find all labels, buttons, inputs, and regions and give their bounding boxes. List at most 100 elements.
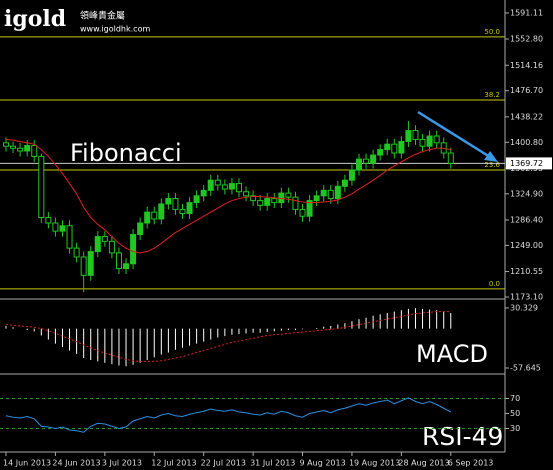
candle-body	[257, 200, 264, 206]
candle-body	[24, 145, 31, 152]
y-tick-label: 1324.90	[510, 189, 543, 198]
y-tick-label: 1476.70	[510, 86, 543, 95]
candle-body	[426, 135, 433, 147]
candle-body	[137, 222, 144, 236]
rsi-line	[5, 397, 452, 433]
candle-body	[348, 169, 355, 181]
candle-body	[66, 225, 73, 249]
candle-body	[193, 195, 200, 204]
candle-body	[144, 211, 151, 224]
candle-body	[292, 196, 299, 210]
y-tick-label: 1552.80	[510, 35, 543, 44]
candle-body	[447, 152, 454, 164]
candle-body	[158, 203, 165, 220]
candle-body	[214, 179, 221, 186]
fib-label: 23.6	[484, 161, 500, 169]
candle-body	[80, 256, 87, 276]
annotation: Fibonacci	[70, 139, 182, 167]
y-tick-label: -57.645	[510, 363, 541, 372]
candle-body	[200, 189, 207, 197]
candle-body	[243, 191, 250, 197]
x-tick-label: 9 Aug 2013	[300, 459, 346, 468]
candle-body	[313, 195, 320, 202]
y-tick-label: 1173.10	[510, 293, 543, 302]
candle-body	[271, 198, 278, 204]
logo-cn: 領峰貴金屬	[80, 10, 125, 22]
y-tick-label: 1210.55	[510, 267, 543, 276]
y-tick-label: 70	[510, 394, 520, 403]
macd-signal	[5, 311, 451, 362]
last-price-box	[506, 157, 552, 170]
candle-body	[299, 208, 306, 217]
candle-body	[398, 140, 405, 154]
fib-label: 50.0	[484, 28, 500, 36]
y-tick-label: 50	[510, 409, 520, 418]
candle-body	[10, 145, 17, 149]
y-tick-label: 1438.22	[510, 112, 543, 121]
logo-url: www.igoldhk.com	[80, 25, 150, 34]
candle-body	[250, 195, 257, 202]
candle-body	[264, 198, 271, 206]
candle-body	[17, 147, 24, 152]
candle-body	[356, 158, 362, 171]
x-tick-label: 31 Jul 2013	[250, 459, 295, 468]
candle-body	[384, 143, 391, 151]
candle-body	[59, 225, 66, 232]
candle-body	[73, 247, 80, 258]
candle-body	[38, 155, 45, 219]
candle-body	[165, 198, 172, 205]
y-tick-label: 1591.11	[510, 8, 543, 17]
y-tick-label: 1286.40	[510, 216, 543, 225]
fib-label: 38.2	[484, 91, 500, 99]
candle-body	[391, 143, 398, 154]
y-tick-label: 1514.16	[510, 61, 543, 70]
candle-body	[123, 263, 130, 270]
y-tick-label: 30	[510, 424, 520, 433]
candle-body	[221, 184, 228, 190]
candle-body	[207, 179, 214, 191]
x-tick-label: 22 Jul 2013	[201, 459, 246, 468]
candle-body	[45, 217, 52, 224]
x-tick-label: 28 Aug 2013	[398, 459, 449, 468]
candle-body	[94, 236, 101, 253]
y-tick-label: 1400.80	[510, 138, 543, 147]
x-tick-label: 19 Aug 2013	[349, 459, 400, 468]
candle-body	[341, 179, 348, 187]
candle-body	[115, 252, 122, 270]
y-tick-label: 1249.00	[510, 241, 543, 250]
candle-body	[130, 234, 137, 265]
x-tick-label: 14 Jun 2013	[3, 459, 51, 468]
candle-body	[320, 189, 327, 197]
candle-body	[278, 192, 285, 204]
candle-body	[334, 185, 341, 200]
candle-body	[370, 154, 377, 164]
moving-average	[5, 138, 451, 254]
trend-arrow	[417, 110, 498, 162]
candle-body	[179, 208, 186, 214]
y-tick-label: 30.329	[510, 303, 538, 312]
candle-body	[433, 135, 440, 144]
candle-body	[172, 198, 179, 210]
annotation: MACD	[416, 340, 488, 368]
candle-body	[228, 183, 235, 190]
candle-body	[31, 145, 38, 157]
x-tick-label: 24 Jun 2013	[52, 459, 100, 468]
candle-body	[363, 158, 370, 164]
candle-body	[419, 138, 426, 147]
last-price-label: 1369.72	[510, 159, 543, 168]
x-tick-label: 6 Sep 2013	[448, 459, 494, 468]
candle-body	[306, 200, 313, 217]
candle-body	[151, 211, 158, 220]
candle-body	[87, 251, 94, 276]
candle-body	[101, 236, 108, 242]
candle-body	[327, 189, 334, 200]
candle-body	[285, 192, 292, 198]
fib-label: 0.0	[489, 280, 500, 288]
candle-body	[52, 222, 59, 232]
logo: igold	[4, 6, 66, 32]
annotation: RSI-49	[422, 422, 503, 451]
candle-body	[405, 130, 412, 142]
